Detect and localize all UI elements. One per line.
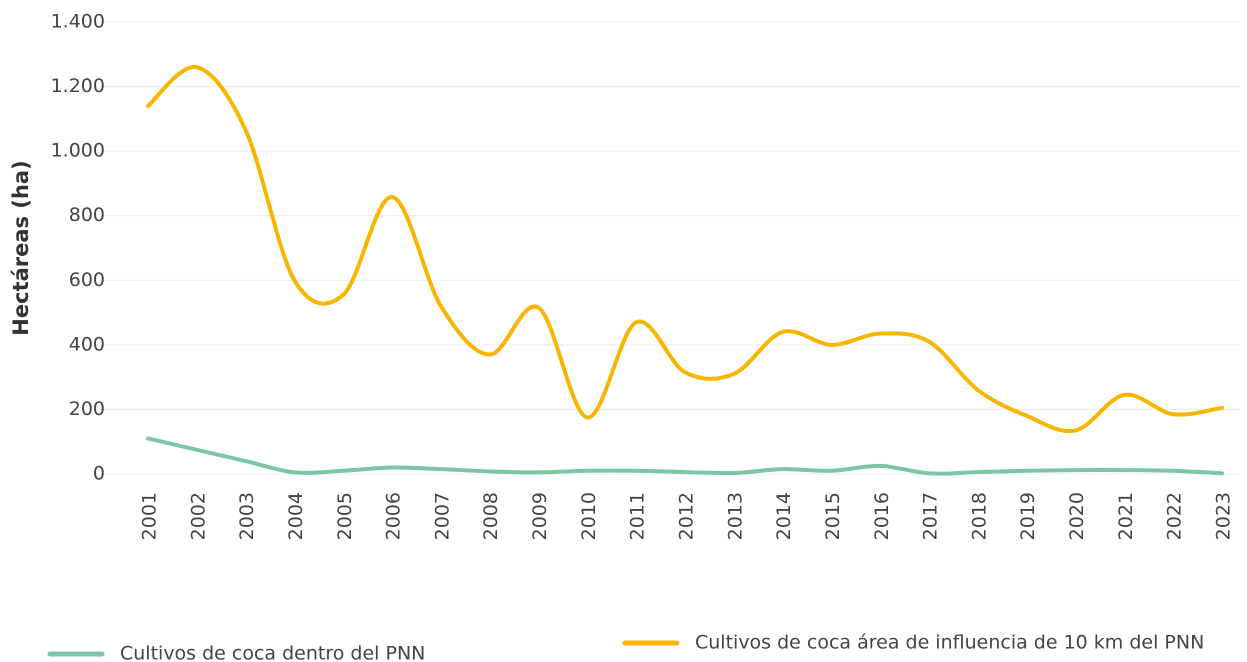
y-tick-label: 400 <box>69 333 105 355</box>
legend-label: Cultivos de coca área de influencia de 1… <box>695 632 1204 654</box>
x-tick-label: 2013 <box>724 492 746 540</box>
series-line <box>146 65 1224 434</box>
y-tick-label: 1.400 <box>51 11 105 33</box>
x-tick-label: 2005 <box>334 492 356 540</box>
x-tick-label: 2015 <box>822 492 844 540</box>
x-tick-label: 2016 <box>871 492 893 540</box>
x-tick-label: 2008 <box>480 492 502 540</box>
x-tick-label: 2012 <box>676 492 698 540</box>
y-tick-label: 200 <box>69 398 105 420</box>
x-tick-label: 2002 <box>187 492 209 540</box>
y-tick-label: 1.200 <box>51 75 105 97</box>
y-tick-label: 800 <box>69 204 105 226</box>
x-tick-label: 2001 <box>139 492 161 540</box>
y-tick-label: 0 <box>93 463 105 485</box>
x-tick-label: 2004 <box>285 492 307 540</box>
x-tick-label: 2009 <box>529 492 551 540</box>
x-tick-label: 2007 <box>431 492 453 540</box>
x-tick-label: 2019 <box>1017 492 1039 540</box>
series-line <box>146 436 1224 476</box>
x-tick-label: 2014 <box>773 492 795 540</box>
x-tick-label: 2022 <box>1164 492 1186 540</box>
x-tick-label: 2010 <box>578 492 600 540</box>
y-axis-label: Hectáreas (ha) <box>9 160 33 335</box>
x-tick-label: 2017 <box>920 492 942 540</box>
x-tick-label: 2006 <box>383 492 405 540</box>
x-tick-label: 2023 <box>1213 492 1235 540</box>
x-tick-label: 2011 <box>627 492 649 540</box>
x-tick-label: 2021 <box>1115 492 1137 540</box>
legend-label: Cultivos de coca dentro del PNN <box>120 643 425 662</box>
y-tick-label: 1.000 <box>51 140 105 162</box>
x-tick-label: 2003 <box>236 492 258 540</box>
x-tick-label: 2020 <box>1066 492 1088 540</box>
x-tick-label: 2018 <box>968 492 990 540</box>
y-tick-label: 600 <box>69 269 105 291</box>
